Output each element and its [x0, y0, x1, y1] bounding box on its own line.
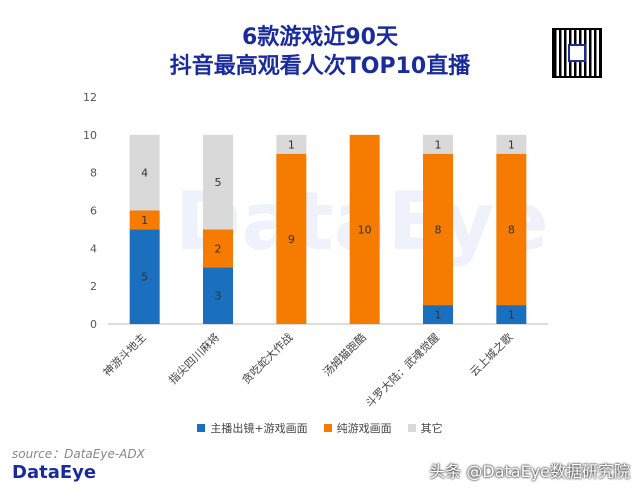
category-label: 神游斗地主 [100, 330, 149, 379]
category-label: 斗罗大陆：武魂觉醒 [362, 330, 442, 410]
data-label: 8 [435, 223, 442, 236]
legend-swatch [323, 424, 332, 432]
source-note: source：DataEye-ADX [12, 447, 145, 461]
legend: 主播出镜+游戏画面 纯游戏画面 其它 [0, 420, 640, 436]
title-line-2: 抖音最高观看人次TOP10直播 [169, 54, 471, 79]
bar-segment [276, 134, 307, 154]
bar-segment [203, 267, 233, 324]
data-label: 1 [141, 214, 148, 227]
bar-segment [203, 229, 233, 268]
bar-segment [496, 134, 527, 154]
data-label: 10 [358, 223, 372, 236]
data-label: 1 [508, 309, 515, 322]
bar-segment [129, 229, 160, 324]
y-tick-label: 4 [90, 242, 97, 255]
y-tick-label: 0 [90, 318, 97, 331]
category-label: 云上城之歌 [467, 330, 516, 379]
legend-swatch [407, 424, 416, 432]
data-label: 1 [435, 309, 442, 322]
data-label: 3 [215, 290, 222, 303]
category-label: 指尖四川麻将 [166, 330, 223, 387]
legend-item: 其它 [407, 420, 443, 436]
bar-segment [203, 134, 233, 230]
qr-logo-icon [568, 44, 586, 62]
brand-logo: DataEye [12, 462, 97, 483]
bar-segment [129, 134, 160, 211]
data-label: 5 [215, 176, 222, 189]
data-label: 1 [508, 138, 515, 151]
data-label: 8 [508, 223, 515, 236]
bar-segment [349, 134, 380, 324]
stacked-bar-chart: 0 2 4 6 8 10 12 5 1 4 神游斗地主 3 2 5 指尖四川麻将 9 1 贪吃蛇大作战 10 汤姆猫跑… [83, 91, 548, 410]
footer-watermark: 头条 @DataEye数据研究院 [429, 462, 630, 481]
legend-label: 其它 [420, 422, 443, 435]
qr-code-icon [552, 28, 602, 78]
chart-title: 6款游戏近90天 抖音最高观看人次TOP10直播 [0, 24, 640, 82]
legend-item: 主播出镜+游戏画面 [197, 420, 308, 436]
category-label: 汤姆猫跑酷 [320, 330, 369, 379]
data-label: 5 [141, 271, 148, 284]
data-label: 9 [288, 233, 295, 246]
data-label: 1 [435, 138, 442, 151]
bar-segment [496, 153, 527, 306]
bar-segment [423, 153, 453, 306]
bar-segment [276, 153, 307, 324]
legend-label: 主播出镜+游戏画面 [210, 422, 308, 435]
legend-swatch [197, 424, 206, 432]
data-label: 1 [288, 138, 295, 151]
y-tick-label: 2 [90, 280, 97, 293]
bar-segment [496, 305, 527, 324]
y-tick-label: 10 [83, 129, 97, 142]
y-tick-label: 6 [90, 205, 97, 218]
bar-segment [129, 210, 160, 230]
legend-label: 纯游戏画面 [336, 422, 392, 435]
data-label: 2 [215, 242, 222, 255]
bar-segment [423, 134, 453, 154]
bar-segment [423, 305, 453, 324]
legend-item: 纯游戏画面 [323, 420, 392, 436]
y-tick-label: 8 [90, 167, 97, 180]
data-label: 4 [141, 167, 148, 180]
title-line-1: 6款游戏近90天 [242, 25, 398, 50]
y-tick-label: 12 [83, 91, 97, 104]
category-label: 贪吃蛇大作战 [239, 330, 296, 387]
